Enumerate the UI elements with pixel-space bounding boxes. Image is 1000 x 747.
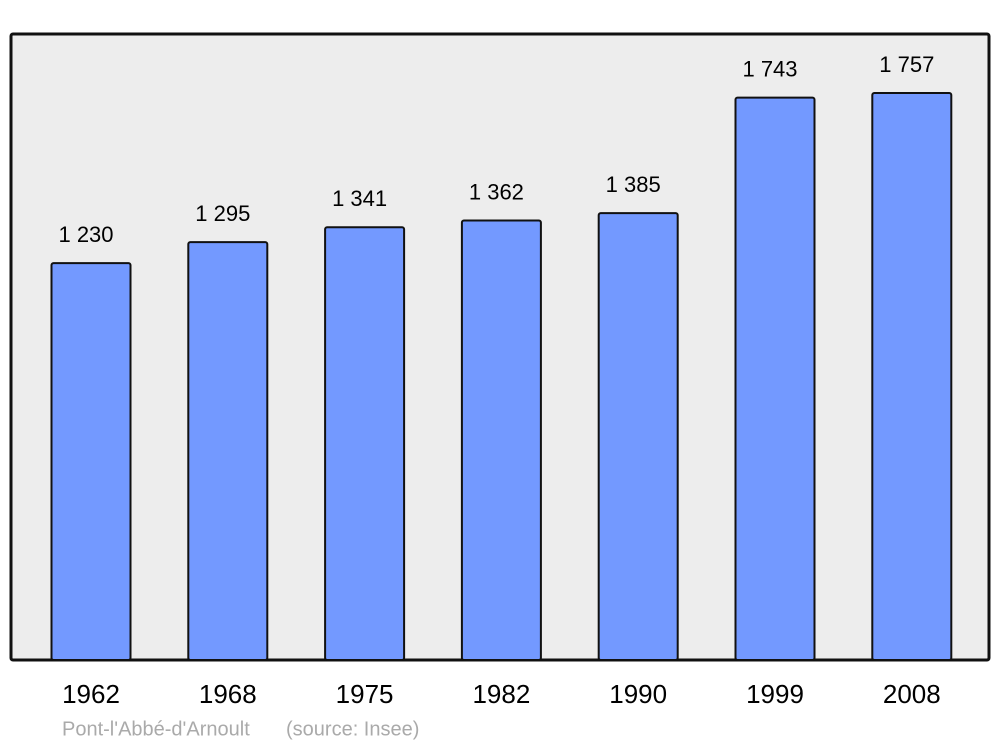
bar (50, 262, 132, 661)
value-label: 1 230 (58, 222, 113, 247)
caption: Pont-l'Abbé-d'Arnoult (62, 718, 250, 740)
value-label: 1 385 (606, 172, 661, 197)
x-tick-label: 1962 (62, 679, 120, 709)
value-label: 1 757 (879, 52, 934, 77)
x-tick-label: 1975 (336, 679, 394, 709)
value-label: 1 295 (195, 201, 250, 226)
value-label: 1 362 (469, 179, 524, 204)
x-tick-label: 1968 (199, 679, 257, 709)
value-label: 1 341 (332, 186, 387, 211)
bar (734, 96, 816, 661)
source: (source: Insee) (286, 718, 419, 740)
bar (324, 226, 406, 662)
bar (597, 212, 679, 662)
value-label: 1 743 (742, 56, 797, 81)
bar (460, 219, 542, 661)
x-tick-label: 2008 (883, 679, 941, 709)
x-tick-label: 1982 (472, 679, 530, 709)
bar (187, 241, 269, 661)
x-tick-label: 1990 (609, 679, 667, 709)
bar (871, 92, 953, 661)
x-tick-label: 1999 (746, 679, 804, 709)
